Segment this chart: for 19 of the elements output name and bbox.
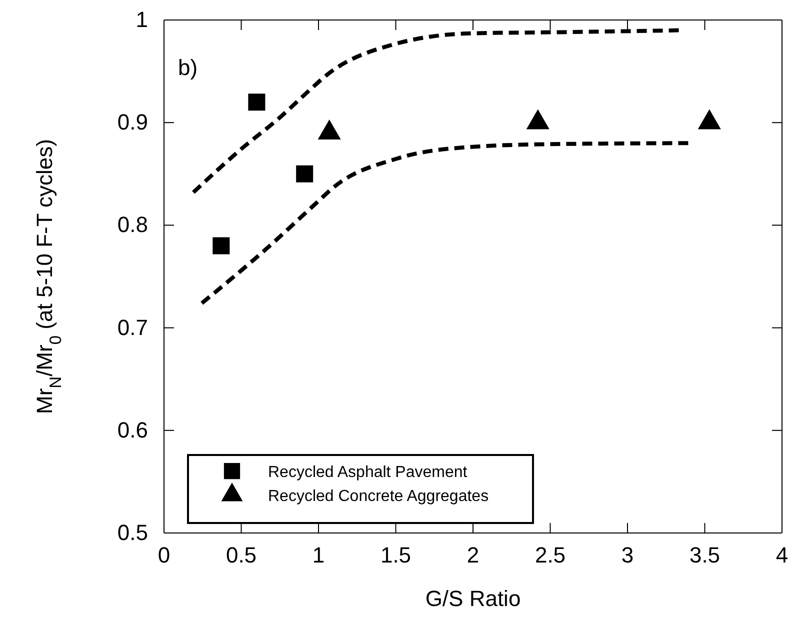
y-tick-label: 0.6 <box>117 417 148 442</box>
x-tick-label: 2 <box>466 542 480 568</box>
legend-label: Recycled Concrete Aggregates <box>268 488 489 505</box>
x-tick-label: 4 <box>776 542 788 568</box>
annotation: b) <box>178 55 198 80</box>
x-tick-label: 3.5 <box>689 542 720 568</box>
x-tick-label: 1.5 <box>380 542 412 568</box>
y-tick-label: 0.8 <box>117 212 148 238</box>
y-tick-label: 1 <box>136 7 148 32</box>
y-tick-label: 0.5 <box>117 520 148 546</box>
y-tick-label: 0.9 <box>117 110 148 135</box>
x-axis-title: G/S Ratio <box>425 586 521 611</box>
x-tick-label: 0 <box>158 542 170 568</box>
x-tick-label: 2.5 <box>534 542 566 568</box>
x-tick-label: 3 <box>621 542 634 568</box>
x-tick-label: 0.5 <box>226 542 257 568</box>
legend-label: Recycled Asphalt Pavement <box>268 464 468 481</box>
y-tick-label: 0.7 <box>117 314 148 340</box>
x-tick-label: 1 <box>312 542 325 568</box>
